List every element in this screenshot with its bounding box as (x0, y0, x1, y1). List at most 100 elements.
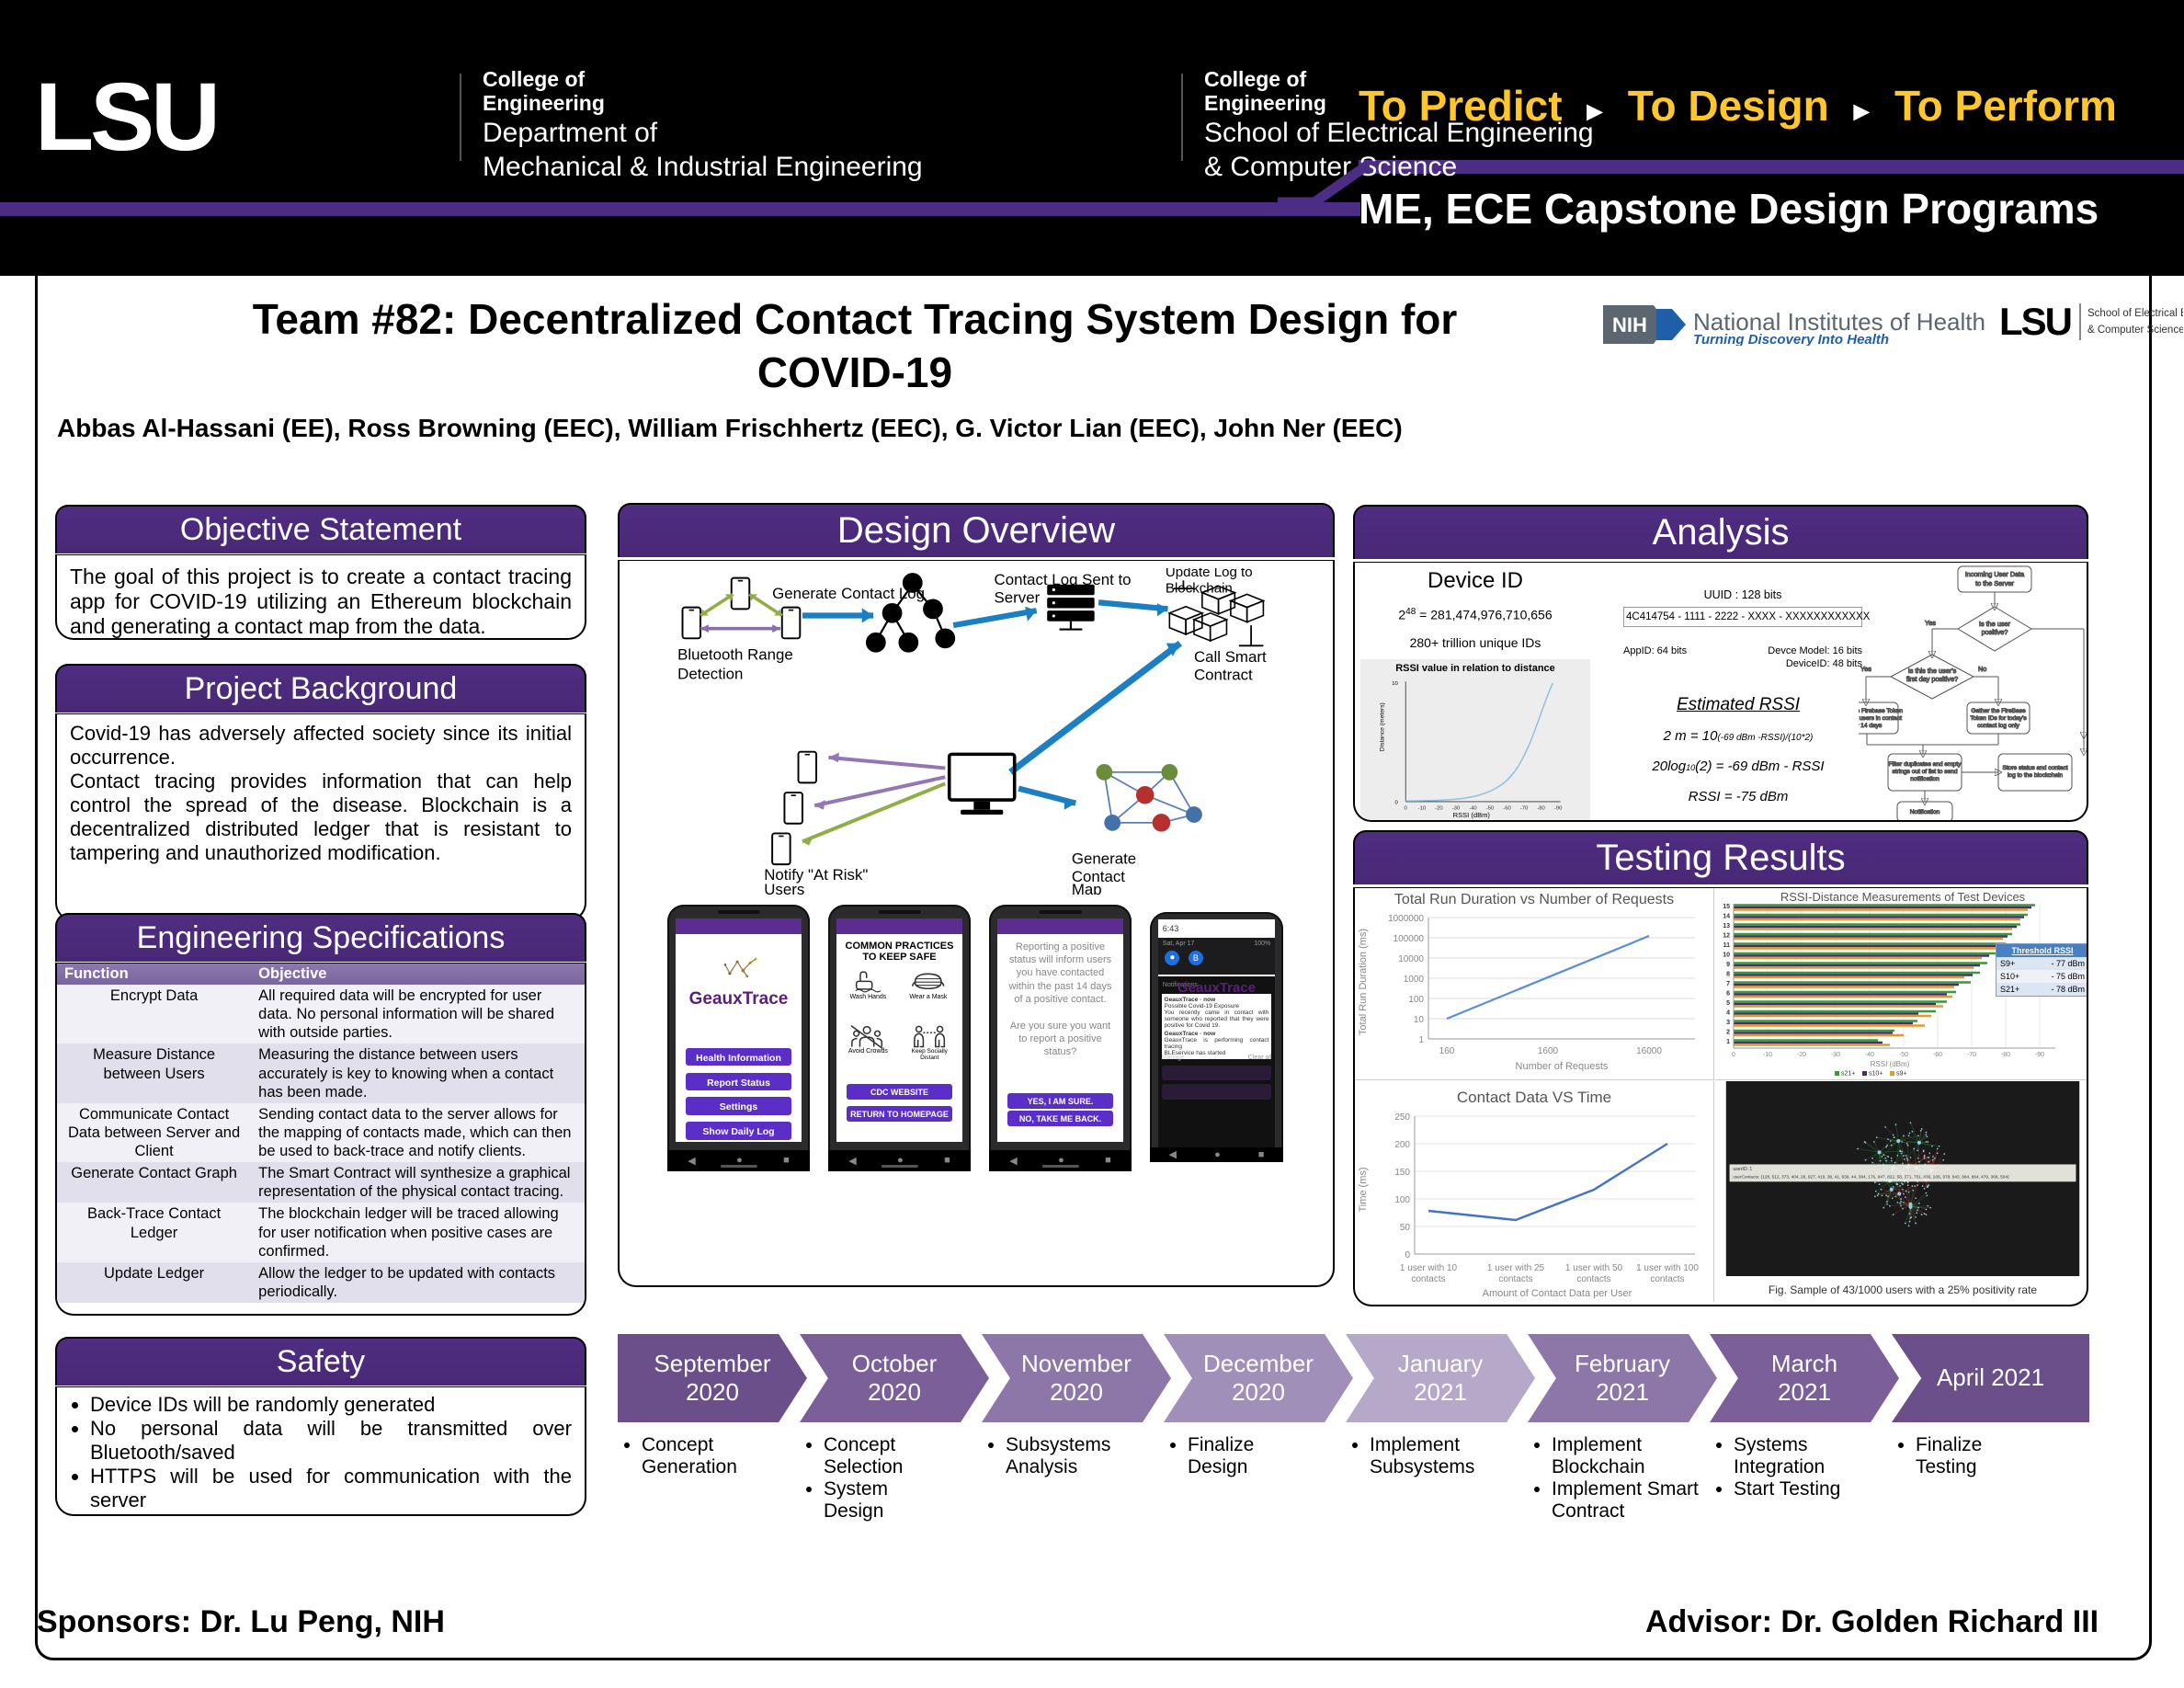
svg-text:1: 1 (1726, 1039, 1730, 1045)
svg-text:16000: 16000 (1636, 1046, 1662, 1056)
svg-text:contacts: contacts (1498, 1274, 1532, 1284)
svg-text:0: 0 (1405, 1250, 1410, 1260)
svg-text:contacts: contacts (1411, 1274, 1445, 1284)
svg-text:Store status and contact: Store status and contact (2002, 765, 2067, 771)
svg-text:10: 10 (1392, 680, 1398, 686)
svg-text:-20: -20 (1797, 1052, 1806, 1058)
svg-text:Contract: Contract (1194, 667, 1253, 684)
svg-text:Turning Discovery Into Health: Turning Discovery Into Health (1693, 332, 1889, 346)
svg-text:No: No (2087, 634, 2088, 643)
svg-text:RSSI (dBm): RSSI (dBm) (1871, 1060, 1910, 1068)
svg-text:10: 10 (1723, 952, 1730, 959)
svg-text:School of Electrical Engineeri: School of Electrical Engineering (2087, 308, 2183, 319)
svg-text:1600: 1600 (1538, 1046, 1559, 1056)
svg-text:Detection: Detection (677, 666, 743, 683)
svg-text:-60: -60 (1503, 805, 1511, 811)
svg-text:No: No (1978, 665, 1986, 673)
svg-text:5: 5 (1726, 1000, 1730, 1007)
svg-text:userContacts: (128, 512, 373,: userContacts: (128, 512, 373, 404, 28, 9… (1733, 1175, 2009, 1180)
svg-text:LSU: LSU (1999, 300, 2071, 343)
svg-text:Server: Server (995, 588, 1041, 606)
svg-text:NIH: NIH (1612, 314, 1647, 336)
svg-text:12: 12 (1723, 933, 1730, 940)
svg-text:Time (ms): Time (ms) (1358, 1167, 1369, 1212)
svg-text:Incoming User Data: Incoming User Data (1965, 570, 2025, 578)
svg-text:-70: -70 (1967, 1052, 1976, 1058)
svg-text:userID: 1: userID: 1 (1733, 1167, 1752, 1172)
svg-text:& Computer Science: & Computer Science (2087, 325, 2183, 336)
svg-text:Update Log to: Update Log to (1166, 568, 1253, 580)
svg-text:Yes: Yes (1925, 619, 1936, 627)
svg-text:positive?: positive? (1982, 628, 2008, 636)
svg-text:IDs for all users in contact: IDs for all users in contact (1859, 715, 1902, 722)
svg-text:Is this the user's: Is this the user's (1908, 667, 1957, 675)
svg-text:Call Smart: Call Smart (1194, 648, 1267, 666)
svg-text:-80: -80 (1537, 805, 1545, 811)
svg-text:Users: Users (764, 881, 804, 895)
svg-text:-90: -90 (2035, 1052, 2044, 1058)
svg-text:100000: 100000 (1393, 934, 1425, 944)
svg-text:250: 250 (1394, 1112, 1410, 1123)
svg-text:13: 13 (1723, 923, 1730, 930)
svg-text:notification: notification (1910, 776, 1939, 782)
svg-text:0: 0 (1732, 1052, 1735, 1058)
svg-text:100: 100 (1394, 1195, 1410, 1205)
svg-text:8: 8 (1726, 972, 1730, 978)
svg-text:Amount of Contact Data per Use: Amount of Contact Data per User (1483, 1288, 1632, 1299)
svg-text:Bluetooth Range: Bluetooth Range (677, 645, 793, 663)
svg-text:Token IDs for today's: Token IDs for today's (1970, 715, 2027, 722)
svg-text:Is the user: Is the user (1979, 620, 2011, 628)
svg-text:RSSI (dBm): RSSI (dBm) (1453, 810, 1491, 818)
svg-text:-30: -30 (1831, 1052, 1840, 1058)
svg-text:strings out of list to send: strings out of list to send (1892, 769, 1957, 775)
svg-text:contacts: contacts (1650, 1274, 1684, 1284)
svg-text:Yes: Yes (1860, 665, 1871, 673)
svg-text:150: 150 (1394, 1168, 1410, 1178)
svg-text:3: 3 (1726, 1020, 1730, 1026)
svg-text:-80: -80 (2001, 1052, 2010, 1058)
svg-text:to the Server: to the Server (1975, 579, 2014, 587)
svg-text:-50: -50 (1486, 805, 1495, 811)
svg-text:1 user with 50: 1 user with 50 (1565, 1263, 1623, 1273)
svg-text:s10+: s10+ (1869, 1071, 1883, 1078)
svg-text:Generate: Generate (1072, 850, 1136, 867)
svg-text:15: 15 (1723, 904, 1730, 910)
svg-text:10: 10 (1414, 1015, 1425, 1025)
svg-text:4: 4 (1726, 1010, 1730, 1017)
svg-text:10000: 10000 (1398, 954, 1424, 964)
svg-text:Number of Requests: Number of Requests (1516, 1061, 1609, 1072)
svg-text:-60: -60 (1933, 1052, 1942, 1058)
svg-text:for 14 days: for 14 days (1859, 723, 1883, 729)
svg-text:1000000: 1000000 (1388, 914, 1424, 924)
svg-text:Total Run Duration (ms): Total Run Duration (ms) (1358, 929, 1369, 1035)
svg-text:-30: -30 (1452, 805, 1461, 811)
svg-text:-40: -40 (1469, 805, 1477, 811)
svg-text:log to the blockchain: log to the blockchain (2008, 772, 2063, 779)
svg-text:1: 1 (1418, 1035, 1424, 1045)
svg-text:200: 200 (1394, 1140, 1410, 1150)
svg-text:0: 0 (1405, 805, 1408, 811)
svg-text:14: 14 (1723, 914, 1730, 920)
svg-text:6: 6 (1726, 991, 1730, 998)
svg-text:Distance (meters): Distance (meters) (1380, 702, 1386, 751)
svg-text:1000: 1000 (1404, 975, 1425, 985)
svg-text:Gather the FireBase: Gather the FireBase (1971, 708, 2026, 714)
svg-text:Gather the Firebase Token: Gather the Firebase Token (1859, 708, 1903, 714)
svg-text:-10: -10 (1418, 805, 1427, 811)
svg-text:1 user with 10: 1 user with 10 (1400, 1263, 1458, 1273)
svg-text:-70: -70 (1520, 805, 1529, 811)
svg-text:9: 9 (1726, 962, 1730, 968)
svg-text:1 user with 25: 1 user with 25 (1487, 1263, 1545, 1273)
svg-text:11: 11 (1723, 942, 1731, 949)
svg-text:160: 160 (1439, 1046, 1455, 1056)
svg-text:s21+: s21+ (1841, 1071, 1855, 1078)
svg-text:s9+: s9+ (1896, 1071, 1906, 1078)
svg-text:contacts: contacts (1576, 1274, 1610, 1284)
svg-text:-90: -90 (1554, 805, 1563, 811)
svg-text:50: 50 (1400, 1223, 1411, 1233)
svg-text:Map: Map (1072, 881, 1102, 895)
svg-text:Notification: Notification (1910, 809, 1940, 815)
svg-text:0: 0 (1395, 800, 1399, 805)
svg-text:-40: -40 (1865, 1052, 1874, 1058)
svg-text:7: 7 (1726, 981, 1730, 987)
